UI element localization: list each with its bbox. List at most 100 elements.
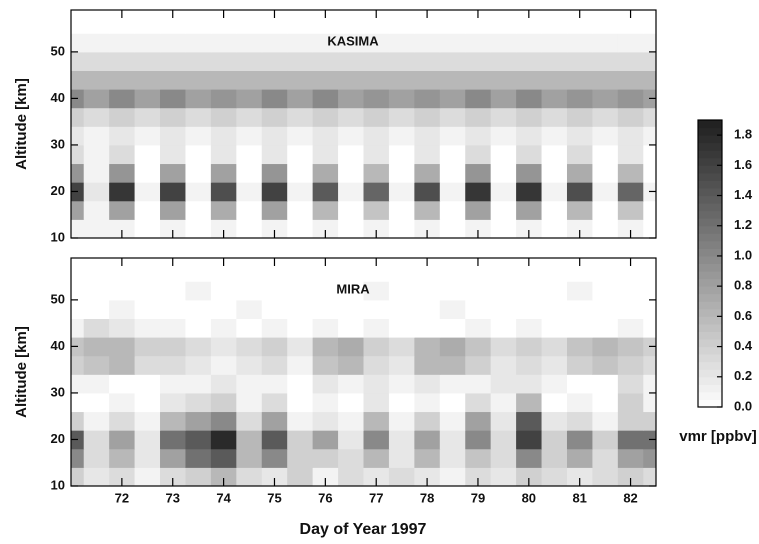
contour-cell: [160, 374, 186, 394]
contour-cell: [71, 355, 85, 375]
contour-cell: [516, 262, 543, 282]
contour-cell: [261, 337, 288, 357]
contour-cell: [490, 430, 517, 450]
contour-cell: [134, 219, 161, 238]
contour-cell: [566, 355, 593, 375]
contour-cell: [617, 182, 644, 202]
contour-cell: [185, 200, 212, 220]
contour-cell: [643, 51, 656, 71]
contour-cell: [109, 281, 136, 301]
contour-cell: [465, 374, 492, 394]
x-tick-label: 72: [115, 490, 129, 505]
contour-cell: [566, 89, 593, 109]
contour-cell: [566, 70, 593, 90]
contour-cell: [566, 392, 593, 413]
contour-cell: [490, 281, 517, 301]
contour-cell: [109, 182, 136, 202]
contour-cell: [236, 14, 263, 34]
contour-cell: [516, 448, 543, 468]
contour-cell: [363, 448, 390, 468]
colorbar-swatch: [698, 293, 722, 302]
contour-cell: [643, 33, 656, 53]
contour-cell: [414, 430, 441, 450]
contour-cell: [134, 430, 161, 450]
contour-cell: [490, 200, 517, 220]
contour-cell: [465, 411, 492, 431]
colorbar-swatch: [698, 240, 722, 249]
contour-cell: [210, 337, 237, 357]
contour-cell: [210, 182, 237, 202]
contour-cell: [185, 89, 212, 109]
contour-cell: [414, 163, 441, 183]
colorbar-swatch: [698, 361, 722, 370]
contour-cell: [160, 281, 186, 301]
contour-cell: [566, 163, 593, 183]
contour-cell: [617, 144, 644, 165]
contour-cell: [414, 318, 441, 338]
colorbar-swatch: [698, 354, 722, 363]
contour-cell: [83, 467, 110, 486]
contour-cell: [160, 126, 186, 146]
contour-cell: [109, 448, 136, 468]
contour-cell: [185, 144, 212, 165]
colorbar-tick-label: 0.2: [734, 368, 752, 383]
contour-cell: [287, 374, 314, 394]
contour-cell: [160, 144, 186, 165]
contour-cell: [160, 337, 186, 357]
contour-cell: [643, 411, 656, 431]
contour-cell: [287, 467, 314, 486]
contour-cell: [236, 182, 263, 202]
colorbar-swatch: [698, 301, 722, 310]
contour-cell: [134, 337, 161, 357]
contour-cell: [566, 374, 593, 394]
contour-cell: [210, 200, 237, 220]
contour-cell: [83, 448, 110, 468]
contour-cell: [109, 33, 136, 53]
contour-cell: [490, 318, 517, 338]
contour-cell: [236, 411, 263, 431]
colorbar-label: vmr [ppbv]: [679, 428, 757, 445]
contour-cell: [109, 89, 136, 109]
contour-cell: [643, 262, 656, 282]
y-tick-label: 10: [51, 477, 65, 492]
contour-cell: [566, 107, 593, 127]
contour-cell: [592, 281, 619, 301]
contour-cell: [439, 126, 466, 146]
contour-cell: [388, 281, 415, 301]
contour-cell: [617, 411, 644, 431]
contour-cell: [592, 374, 619, 394]
contour-cell: [261, 200, 288, 220]
contour-cell: [134, 51, 161, 71]
contour-cell: [134, 318, 161, 338]
contour-cell: [287, 163, 314, 183]
contour-cell: [261, 262, 288, 282]
contour-cell: [109, 200, 136, 220]
contour-cell: [465, 182, 492, 202]
colorbar-tick-label: 1.6: [734, 157, 752, 172]
contour-cell: [541, 262, 568, 282]
contour-cell: [236, 262, 263, 282]
x-tick-label: 76: [318, 490, 332, 505]
contour-cell: [287, 107, 314, 127]
contour-cell: [388, 182, 415, 202]
contour-cell: [541, 337, 568, 357]
contour-cell: [439, 467, 466, 486]
contour-cell: [541, 448, 568, 468]
contour-cell: [185, 163, 212, 183]
contour-cell: [261, 411, 288, 431]
colorbar-tick-label: 0.8: [734, 278, 752, 293]
contour-cell: [388, 144, 415, 165]
contour-cell: [83, 182, 110, 202]
contour-cell: [490, 182, 517, 202]
contour-cell: [592, 89, 619, 109]
contour-cell: [439, 182, 466, 202]
contour-cell: [566, 467, 593, 486]
contour-cell: [71, 448, 85, 468]
contour-cell: [338, 374, 364, 394]
contour-cell: [109, 219, 136, 238]
contour-cell: [236, 107, 263, 127]
contour-cell: [363, 33, 390, 53]
contour-cell: [134, 262, 161, 282]
contour-cell: [185, 219, 212, 238]
contour-cell: [236, 70, 263, 90]
